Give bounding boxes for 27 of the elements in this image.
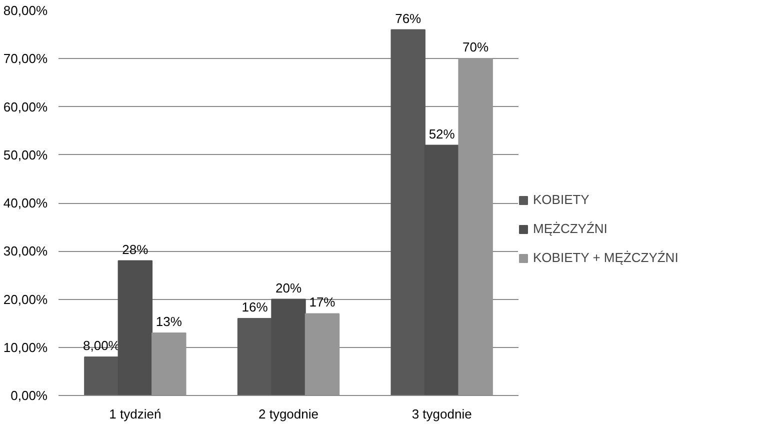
legend-label: KOBIETY [533, 192, 590, 207]
bar [458, 58, 493, 396]
data-label: 70% [462, 40, 490, 55]
data-label: 17% [309, 294, 336, 310]
bar [152, 332, 186, 396]
x-tick-label: 3 tygodnie [412, 406, 472, 422]
y-tick-label: 10,00% [3, 340, 48, 355]
bar [304, 313, 340, 396]
x-tick-label: 1 tydzień [109, 406, 162, 422]
y-tick-label: 70,00% [3, 51, 48, 66]
legend-label: MĘŻCZYŹNI [533, 221, 608, 236]
data-label: 28% [122, 242, 149, 257]
data-label: 16% [242, 300, 268, 314]
y-tick-label: 60,00% [3, 99, 48, 114]
y-tick-label: 30,00% [3, 244, 48, 259]
y-tick-label: 50,00% [3, 147, 48, 162]
y-tick-label: 0,00% [10, 388, 48, 403]
data-label: 52% [428, 126, 456, 142]
data-label: 13% [156, 314, 182, 329]
data-label: 76% [395, 10, 422, 26]
y-tick-label: 80,00% [3, 3, 48, 18]
y-tick-label: 40,00% [3, 196, 48, 210]
data-label: 20% [275, 280, 302, 296]
y-tick-label: 20,00% [3, 292, 48, 307]
legend-label: KOBIETY + MĘŻCZYŹNI [533, 250, 678, 265]
data-label: 8,00% [83, 338, 120, 353]
x-tick-label: 2 tygodnie [258, 406, 319, 422]
